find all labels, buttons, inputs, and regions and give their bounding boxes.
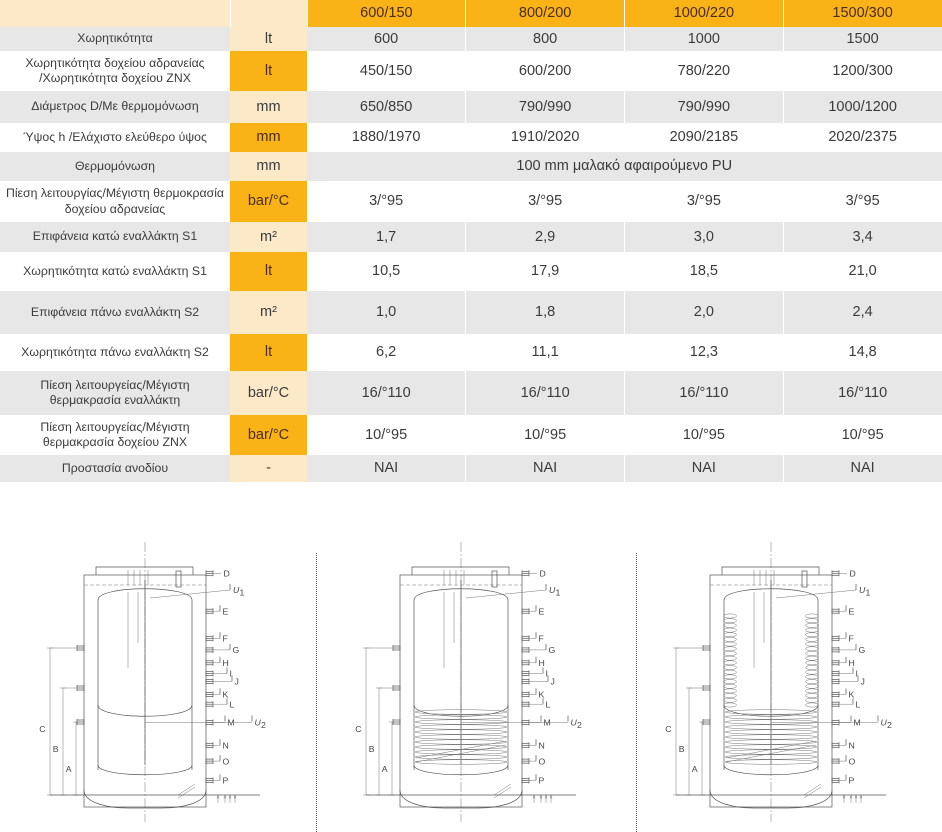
- svg-text:A: A: [382, 764, 388, 774]
- svg-text:J: J: [861, 677, 865, 687]
- svg-text:I: I: [856, 669, 858, 679]
- svg-text:O: O: [539, 756, 546, 766]
- svg-text:2: 2: [577, 720, 582, 730]
- svg-text:F: F: [849, 634, 854, 644]
- svg-text:1: 1: [240, 588, 245, 598]
- svg-text:F: F: [539, 634, 544, 644]
- svg-text:O: O: [849, 756, 856, 766]
- svg-text:2: 2: [887, 720, 892, 730]
- svg-text:G: G: [859, 645, 866, 655]
- svg-text:H: H: [849, 658, 855, 668]
- svg-text:C: C: [39, 724, 45, 734]
- svg-text:2: 2: [261, 720, 266, 730]
- svg-text:L: L: [856, 699, 861, 709]
- svg-text:K: K: [223, 690, 229, 700]
- svg-text:B: B: [53, 744, 59, 754]
- svg-text:D: D: [224, 569, 230, 579]
- svg-text:A: A: [66, 764, 72, 774]
- svg-text:A: A: [692, 764, 698, 774]
- svg-text:F: F: [223, 634, 228, 644]
- svg-text:I: I: [230, 669, 232, 679]
- svg-text:H: H: [539, 658, 545, 668]
- svg-text:B: B: [679, 744, 685, 754]
- svg-text:B: B: [369, 744, 375, 754]
- svg-text:P: P: [539, 776, 545, 786]
- svg-text:I: I: [546, 669, 548, 679]
- svg-text:E: E: [223, 606, 229, 616]
- svg-text:G: G: [549, 645, 556, 655]
- svg-text:K: K: [849, 690, 855, 700]
- svg-text:N: N: [849, 741, 855, 751]
- svg-text:O: O: [223, 756, 230, 766]
- svg-text:D: D: [540, 569, 546, 579]
- svg-text:J: J: [551, 677, 555, 687]
- svg-text:P: P: [849, 776, 855, 786]
- svg-text:K: K: [539, 690, 545, 700]
- svg-text:N: N: [223, 741, 229, 751]
- svg-text:1: 1: [556, 588, 561, 598]
- svg-text:P: P: [223, 776, 229, 786]
- svg-text:G: G: [233, 645, 240, 655]
- svg-text:C: C: [665, 724, 671, 734]
- svg-text:E: E: [539, 606, 545, 616]
- svg-text:D: D: [850, 569, 856, 579]
- svg-text:E: E: [849, 606, 855, 616]
- svg-text:L: L: [230, 699, 235, 709]
- svg-text:H: H: [223, 658, 229, 668]
- svg-text:J: J: [235, 677, 239, 687]
- svg-text:1: 1: [866, 588, 871, 598]
- svg-text:C: C: [355, 724, 361, 734]
- svg-text:N: N: [539, 741, 545, 751]
- svg-text:L: L: [546, 699, 551, 709]
